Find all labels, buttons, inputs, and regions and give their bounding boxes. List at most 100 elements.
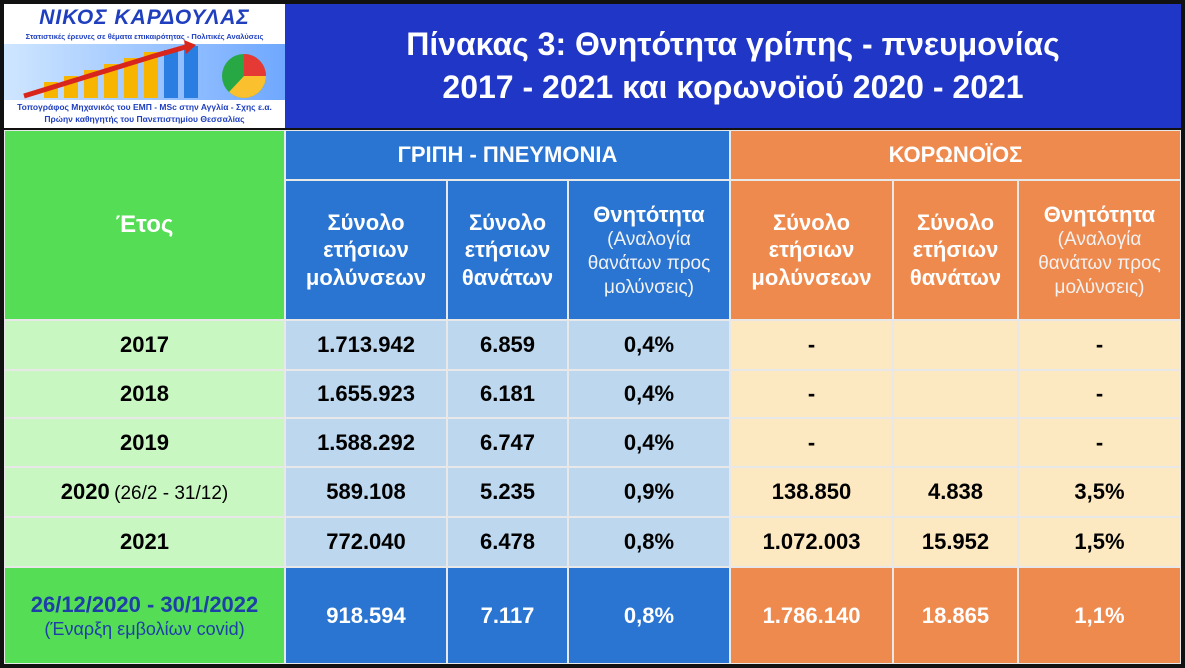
cell-value: 1.713.942 <box>317 332 415 358</box>
year-header-text: Έτος <box>115 211 174 238</box>
group-header: ΚΟΡΩΝΟΪΟΣ <box>730 130 1181 180</box>
row-label-line: 2017 <box>120 331 169 359</box>
cell-value: - <box>1095 332 1104 358</box>
title-line: 2017 - 2021 και κορωνοϊού 2020 - 2021 <box>442 69 1024 105</box>
data-cell: 772.040 <box>285 517 447 567</box>
column-header: Θνητότητα (Αναλογία θανάτων προς μολύνσει… <box>1018 180 1181 320</box>
cell-value: 589.108 <box>326 479 406 505</box>
column-header-content: Σύνολο ετήσιων μολύνσεων <box>731 209 892 292</box>
column-title: Σύνολο ετήσιων θανάτων <box>461 209 554 290</box>
row-label-line: 2021 <box>120 528 169 556</box>
cell-value: 0,9% <box>623 479 675 505</box>
data-cell: - <box>730 320 893 370</box>
cell-value: 0,4% <box>623 429 675 455</box>
column-title: Σύνολο ετήσιων θανάτων <box>909 209 1002 290</box>
row-label: 2019 <box>4 418 285 467</box>
year-header: Έτος <box>4 130 285 320</box>
data-cell: 1.072.003 <box>730 517 893 567</box>
data-cell <box>893 320 1018 370</box>
cell-value: 0,4% <box>623 332 675 358</box>
cell-value: 1.072.003 <box>762 529 861 555</box>
cell-value: 1.588.292 <box>317 429 415 455</box>
column-header: Θνητότητα (Αναλογία θανάτων προς μολύνσει… <box>568 180 730 320</box>
cell-value: 15.952 <box>921 529 990 555</box>
data-cell: 6.747 <box>447 418 568 467</box>
cell-value: - <box>807 429 816 455</box>
cell-value: 7.117 <box>480 602 535 628</box>
title: Πίνακας 3: Θνητότητα γρίπης - πνευμονίας… <box>285 4 1181 128</box>
cell-value: 1,5% <box>1074 529 1125 555</box>
cell-value: - <box>1095 381 1104 407</box>
data-cell <box>893 418 1018 467</box>
logo: ΝΙΚΟΣ ΚΑΡΔΟΥΛΑΣ Στατιστικές έρευνες σε θ… <box>4 4 285 128</box>
cell-value: 4.838 <box>927 479 984 505</box>
column-note: (Αναλογία θανάτων προς μολύνσεις) <box>1038 229 1161 298</box>
title-line: Πίνακας 3: Θνητότητα γρίπης - πνευμονίας <box>406 25 1060 62</box>
logo-art <box>4 40 285 100</box>
column-title: Θνητότητα <box>1043 201 1156 227</box>
column-title: Σύνολο ετήσιων μολύνσεων <box>751 209 872 290</box>
row-label-text: 2021 <box>120 529 169 555</box>
row-label-line: 2019 <box>120 429 169 457</box>
cell-value: 772.040 <box>326 529 406 555</box>
data-cell: 1.655.923 <box>285 370 447 418</box>
cell-value: 1,1% <box>1074 602 1125 628</box>
row-label-text: 26/12/2020 - 30/1/2022 <box>30 591 259 617</box>
column-header-content: Σύνολο ετήσιων μολύνσεων <box>286 209 446 292</box>
column-header: Σύνολο ετήσιων μολύνσεων <box>730 180 893 320</box>
column-header-content: Θνητότητα (Αναλογία θανάτων προς μολύνσει… <box>1019 201 1180 300</box>
cell-value: 6.181 <box>479 381 536 407</box>
cell-value: 18.865 <box>921 602 990 628</box>
row-label: 2017 <box>4 320 285 370</box>
column-title: Θνητότητα <box>593 201 705 227</box>
data-cell: - <box>1018 370 1181 418</box>
row-label: 2018 <box>4 370 285 418</box>
data-cell: - <box>730 370 893 418</box>
cell-value: 6.859 <box>479 332 536 358</box>
row-label-text: 2017 <box>120 332 169 358</box>
data-cell: 5.235 <box>447 467 568 517</box>
column-title: Σύνολο ετήσιων μολύνσεων <box>305 209 427 290</box>
column-header-content: Σύνολο ετήσιων θανάτων <box>894 209 1017 292</box>
data-cell: 18.865 <box>893 567 1018 664</box>
cell-value: - <box>807 332 816 358</box>
cell-value: 0,8% <box>623 602 675 628</box>
data-cell: 3,5% <box>1018 467 1181 517</box>
data-cell: 6.181 <box>447 370 568 418</box>
data-cell: 15.952 <box>893 517 1018 567</box>
group-header: ΓΡΙΠΗ - ΠΝΕΥΜΟΝΙΑ <box>285 130 730 180</box>
cell-value: 918.594 <box>326 602 406 628</box>
data-cell: - <box>730 418 893 467</box>
data-cell <box>893 370 1018 418</box>
row-label-text: 2019 <box>120 429 169 455</box>
cell-value: 6.747 <box>479 429 536 455</box>
data-cell: 0,9% <box>568 467 730 517</box>
cell-value: 138.850 <box>771 479 852 505</box>
row-label: 2021 <box>4 517 285 567</box>
row-note: (26/2 - 31/12) <box>114 483 229 505</box>
data-cell: 0,4% <box>568 320 730 370</box>
row-note: (Έναρξη εμβολίων covid) <box>44 619 245 639</box>
group-header-text: ΚΟΡΩΝΟΪΟΣ <box>888 142 1023 168</box>
cell-value: 1.786.140 <box>762 602 861 628</box>
cell-value: 0,8% <box>623 529 675 555</box>
column-header: Σύνολο ετήσιων μολύνσεων <box>285 180 447 320</box>
group-header-text: ΓΡΙΠΗ - ΠΝΕΥΜΟΝΙΑ <box>397 142 618 168</box>
cell-value: 0,4% <box>623 381 675 407</box>
row-label-text: 2018 <box>120 381 169 407</box>
column-note: (Αναλογία θανάτων προς μολύνσεις) <box>587 229 711 298</box>
data-cell: 0,4% <box>568 418 730 467</box>
data-cell: - <box>1018 320 1181 370</box>
data-cell: 589.108 <box>285 467 447 517</box>
logo-credit: Πρώην καθηγητής του Πανεπιστημίου Θεσσαλ… <box>44 114 245 124</box>
column-header-content: Σύνολο ετήσιων θανάτων <box>448 209 567 292</box>
data-cell: 6.859 <box>447 320 568 370</box>
data-cell: 138.850 <box>730 467 893 517</box>
cell-value: 6.478 <box>479 529 536 555</box>
cell-value: - <box>807 381 816 407</box>
row-label: 2020 (26/2 - 31/12) <box>4 467 285 517</box>
data-cell: 4.838 <box>893 467 1018 517</box>
data-cell: 1.713.942 <box>285 320 447 370</box>
row-label-text: 2020 <box>60 479 110 505</box>
